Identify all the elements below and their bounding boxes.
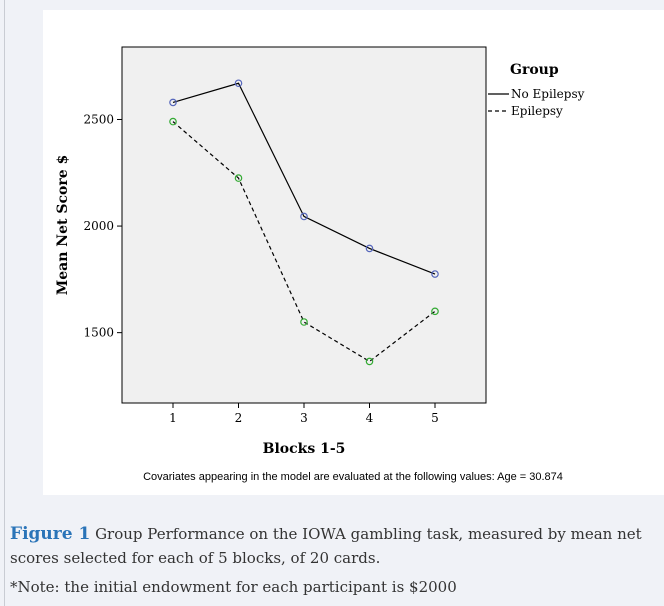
- x-tick-label-1: 1: [169, 411, 177, 425]
- y-tick-label-1500: 1500: [83, 326, 114, 340]
- data-point-epilepsy-5: [431, 307, 439, 316]
- x-tick-label-5: 5: [431, 411, 439, 425]
- line-chart: 1500 2000 2500 1 2 3 4 5 Group No Epilepsy Epilep…: [55, 46, 585, 483]
- data-point-no-epilepsy-4: [365, 244, 374, 253]
- figure-note: *Note: the initial endowment for each pa…: [10, 578, 457, 596]
- figure-caption-text: Group Performance on the IOWA gambling t…: [10, 525, 642, 567]
- y-tick-label-2000: 2000: [83, 219, 114, 233]
- x-tick-label-4: 4: [366, 411, 374, 425]
- figure-caption: Figure 1 Group Performance on the IOWA g…: [10, 522, 660, 570]
- data-point-no-epilepsy-1: [169, 98, 177, 107]
- series-line-no-epilepsy: [172, 82, 436, 275]
- figure-card: 1500 2000 2500 1 2 3 4 5 Group No Epilepsy Epilep…: [43, 10, 664, 495]
- data-point-epilepsy-2: [234, 174, 243, 182]
- plot-area: [121, 46, 487, 404]
- data-point-no-epilepsy-5: [431, 270, 439, 278]
- y-tick-label-2500: 2500: [83, 112, 114, 126]
- chart-footnote: Covariates appearing in the model are ev…: [143, 471, 563, 483]
- legend-label-epilepsy: Epilepsy: [511, 104, 563, 118]
- data-point-no-epilepsy-3: [300, 212, 308, 221]
- x-axis-label: Blocks 1-5: [263, 441, 346, 457]
- legend-title: Group: [510, 62, 559, 78]
- series-line-epilepsy: [172, 121, 436, 363]
- legend-label-no-epilepsy: No Epilepsy: [511, 87, 585, 101]
- data-point-epilepsy-3: [300, 318, 308, 326]
- y-axis-label: Mean Net Score $: [55, 155, 71, 295]
- data-point-epilepsy-1: [169, 117, 177, 126]
- figure-caption-label: Figure 1: [10, 524, 91, 544]
- x-tick-label-2: 2: [235, 411, 243, 425]
- x-tick-label-3: 3: [300, 411, 308, 425]
- data-point-epilepsy-4: [365, 357, 374, 366]
- data-point-no-epilepsy-2: [234, 79, 243, 88]
- left-border-rule: [4, 0, 5, 606]
